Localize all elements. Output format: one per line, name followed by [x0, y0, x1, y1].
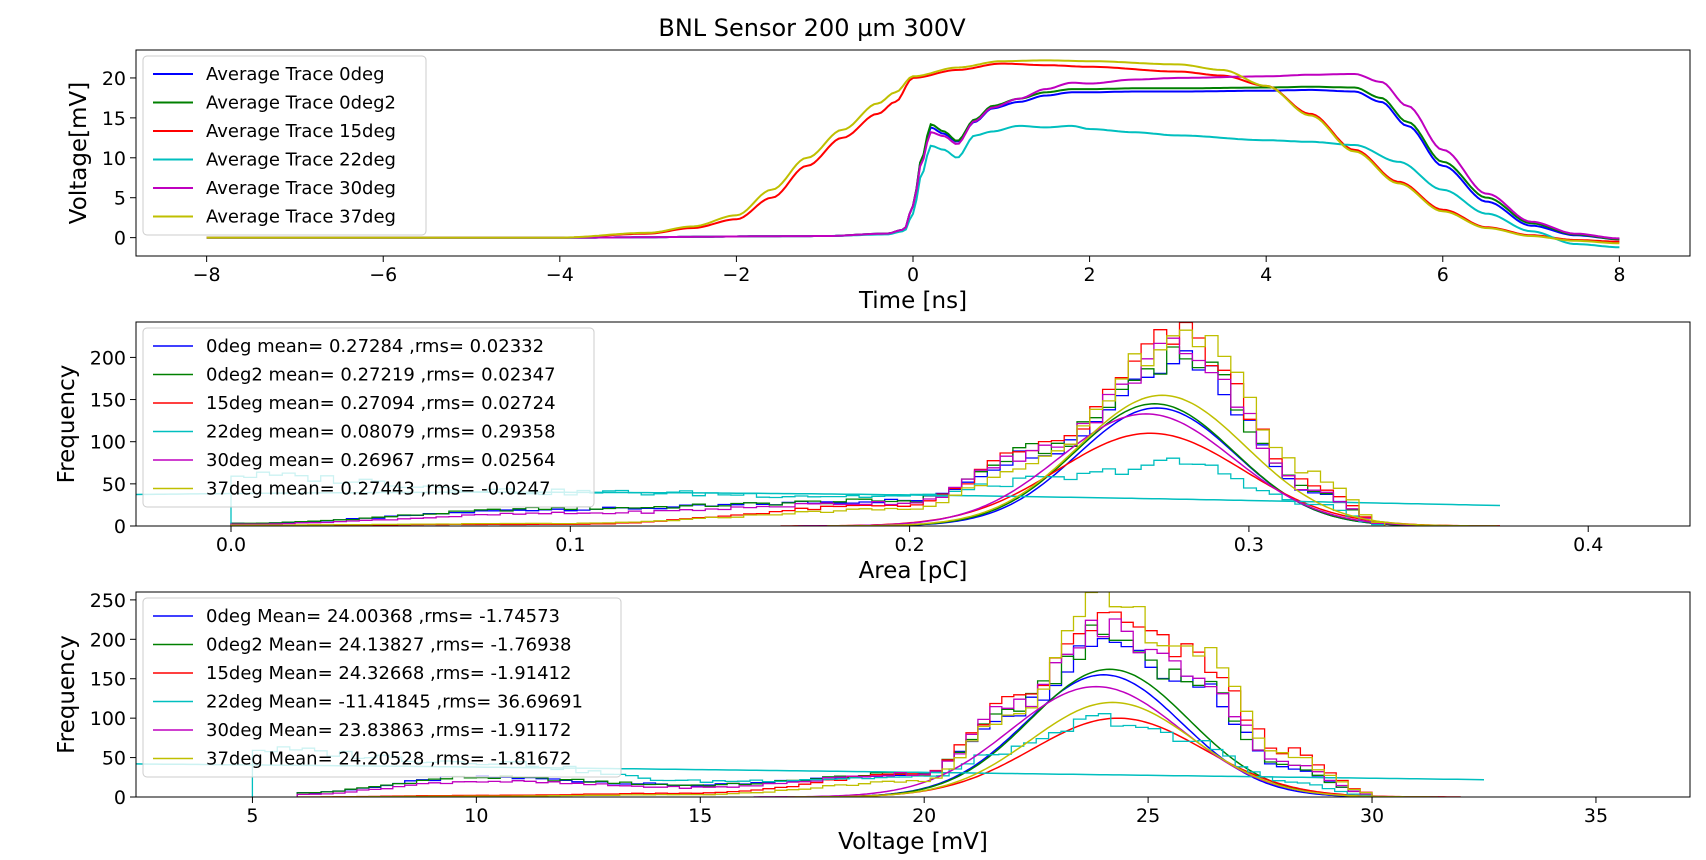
legend-label: 30deg mean= 0.26967 ,rms= 0.02564	[206, 450, 556, 471]
x-tick-label: 15	[688, 805, 712, 827]
x-tick-label: 20	[912, 805, 936, 827]
figure-title: BNL Sensor 200 µm 300V	[658, 14, 966, 42]
legend-label: 0deg2 mean= 0.27219 ,rms= 0.02347	[206, 365, 556, 386]
x-tick-label: 0.1	[555, 534, 585, 556]
legend-label: 30deg Mean= 23.83863 ,rms= -1.91172	[206, 720, 571, 741]
legend-box	[142, 55, 427, 236]
y-tick-label: 200	[90, 629, 126, 651]
y-tick-label: 250	[90, 590, 126, 612]
legend-label: Average Trace 0deg	[206, 64, 385, 85]
x-tick-label: −4	[546, 264, 574, 286]
histogram-steps	[230, 337, 1386, 526]
legend: Average Trace 0deg Average Trace 0deg2 Ave…	[142, 55, 427, 236]
x-axis-label: Time [ns]	[858, 288, 967, 314]
x-tick-label: 35	[1584, 805, 1608, 827]
histogram-steps	[297, 592, 1373, 797]
legend-label: 22deg mean= 0.08079 ,rms= 0.29358	[206, 422, 556, 443]
plot-area	[206, 59, 1620, 249]
legend: 0deg Mean= 24.00368 ,rms= -1.74573 0deg2 …	[142, 597, 622, 778]
histogram-steps	[296, 618, 1373, 797]
x-tick-label: 4	[1260, 264, 1272, 286]
y-tick-label: 5	[114, 188, 126, 210]
y-tick-label: 0	[114, 228, 126, 250]
gaussian-fit-curve	[780, 432, 1500, 526]
legend-label: 15deg Mean= 24.32668 ,rms= -1.91412	[206, 663, 571, 684]
legend-label: 0deg2 Mean= 24.13827 ,rms= -1.76938	[206, 635, 571, 656]
x-axis-label: Area [pC]	[859, 558, 968, 584]
y-tick-label: 20	[102, 68, 126, 90]
y-tick-label: 15	[102, 108, 126, 130]
y-tick-label: 200	[90, 347, 126, 369]
histogram-steps	[230, 329, 1386, 526]
series-line	[206, 59, 1620, 245]
legend-label: 15deg mean= 0.27094 ,rms= 0.02724	[206, 393, 556, 414]
voltage-histogram-panel: 5 10 15 20 25 30 35 0 50 100 150 200 250 Voltage [mV]…	[54, 590, 1691, 855]
legend-label: 37deg mean= 0.27443 ,rms= -0.0247	[206, 479, 551, 500]
gaussian-fit-curve	[790, 674, 1417, 797]
legend-label: 0deg mean= 0.27284 ,rms= 0.02332	[206, 336, 544, 357]
x-tick-label: −2	[722, 264, 750, 286]
x-tick-label: 0.4	[1573, 534, 1603, 556]
legend-label: Average Trace 0deg2	[206, 93, 396, 114]
axes-frame	[135, 591, 1691, 798]
legend-label: Average Trace 22deg	[206, 150, 396, 171]
y-tick-label: 10	[102, 148, 126, 170]
y-tick-label: 0	[114, 516, 126, 538]
y-tick-label: 150	[90, 390, 126, 412]
gaussian-fit-curve	[787, 701, 1438, 797]
legend-label: 37deg Mean= 24.20528 ,rms= -1.81672	[206, 749, 571, 770]
y-axis-label: Frequency	[54, 365, 80, 484]
y-tick-label: 100	[90, 708, 126, 730]
x-tick-label: 6	[1437, 264, 1449, 286]
axes-frame	[135, 321, 1691, 527]
gaussian-fit-curve	[775, 717, 1461, 797]
y-tick-label: 50	[102, 474, 126, 496]
area-histogram-panel: 0.0 0.1 0.2 0.3 0.4 0 50 100 150 200 Area [pC] Freq…	[54, 321, 1691, 584]
legend-label: Average Trace 15deg	[206, 121, 396, 142]
legend-box	[142, 327, 595, 508]
histogram-steps	[230, 346, 1386, 526]
x-tick-label: 5	[246, 805, 258, 827]
x-tick-label: 10	[464, 805, 488, 827]
legend-label: 22deg Mean= -11.41845 ,rms= 36.69691	[206, 692, 583, 713]
x-tick-label: −6	[369, 264, 397, 286]
y-tick-label: 150	[90, 669, 126, 691]
x-tick-label: 0.3	[1234, 534, 1264, 556]
x-axis-label: Voltage [mV]	[838, 829, 988, 855]
x-tick-label: 25	[1136, 805, 1160, 827]
y-tick-label: 100	[90, 432, 126, 454]
legend-label: Average Trace 37deg	[206, 207, 396, 228]
x-tick-label: 8	[1613, 264, 1625, 286]
y-axis-label: Voltage[mV]	[66, 82, 92, 224]
y-axis-label: Frequency	[54, 635, 80, 754]
gaussian-fit-curve	[826, 394, 1498, 526]
legend-label: Average Trace 30deg	[206, 178, 396, 199]
y-tick-label: 50	[102, 748, 126, 770]
legend-label: 0deg Mean= 24.00368 ,rms= -1.74573	[206, 606, 560, 627]
legend-box	[142, 597, 622, 778]
x-tick-label: 0	[907, 264, 919, 286]
trace-panel: −8 −6 −4 −2 0 2 4 6 8 0 5 10 15 20 Time [ns] Voltage[mV…	[66, 49, 1691, 314]
x-tick-label: 0.0	[216, 534, 246, 556]
plot-area	[136, 592, 1485, 797]
y-tick-label: 0	[114, 787, 126, 809]
gaussian-fit-curve	[840, 407, 1474, 526]
legend: 0deg mean= 0.27284 ,rms= 0.02332 0deg2 me…	[142, 327, 595, 508]
x-tick-label: 30	[1360, 805, 1384, 827]
x-tick-label: −8	[193, 264, 221, 286]
x-tick-label: 2	[1084, 264, 1096, 286]
x-tick-label: 0.2	[894, 534, 924, 556]
